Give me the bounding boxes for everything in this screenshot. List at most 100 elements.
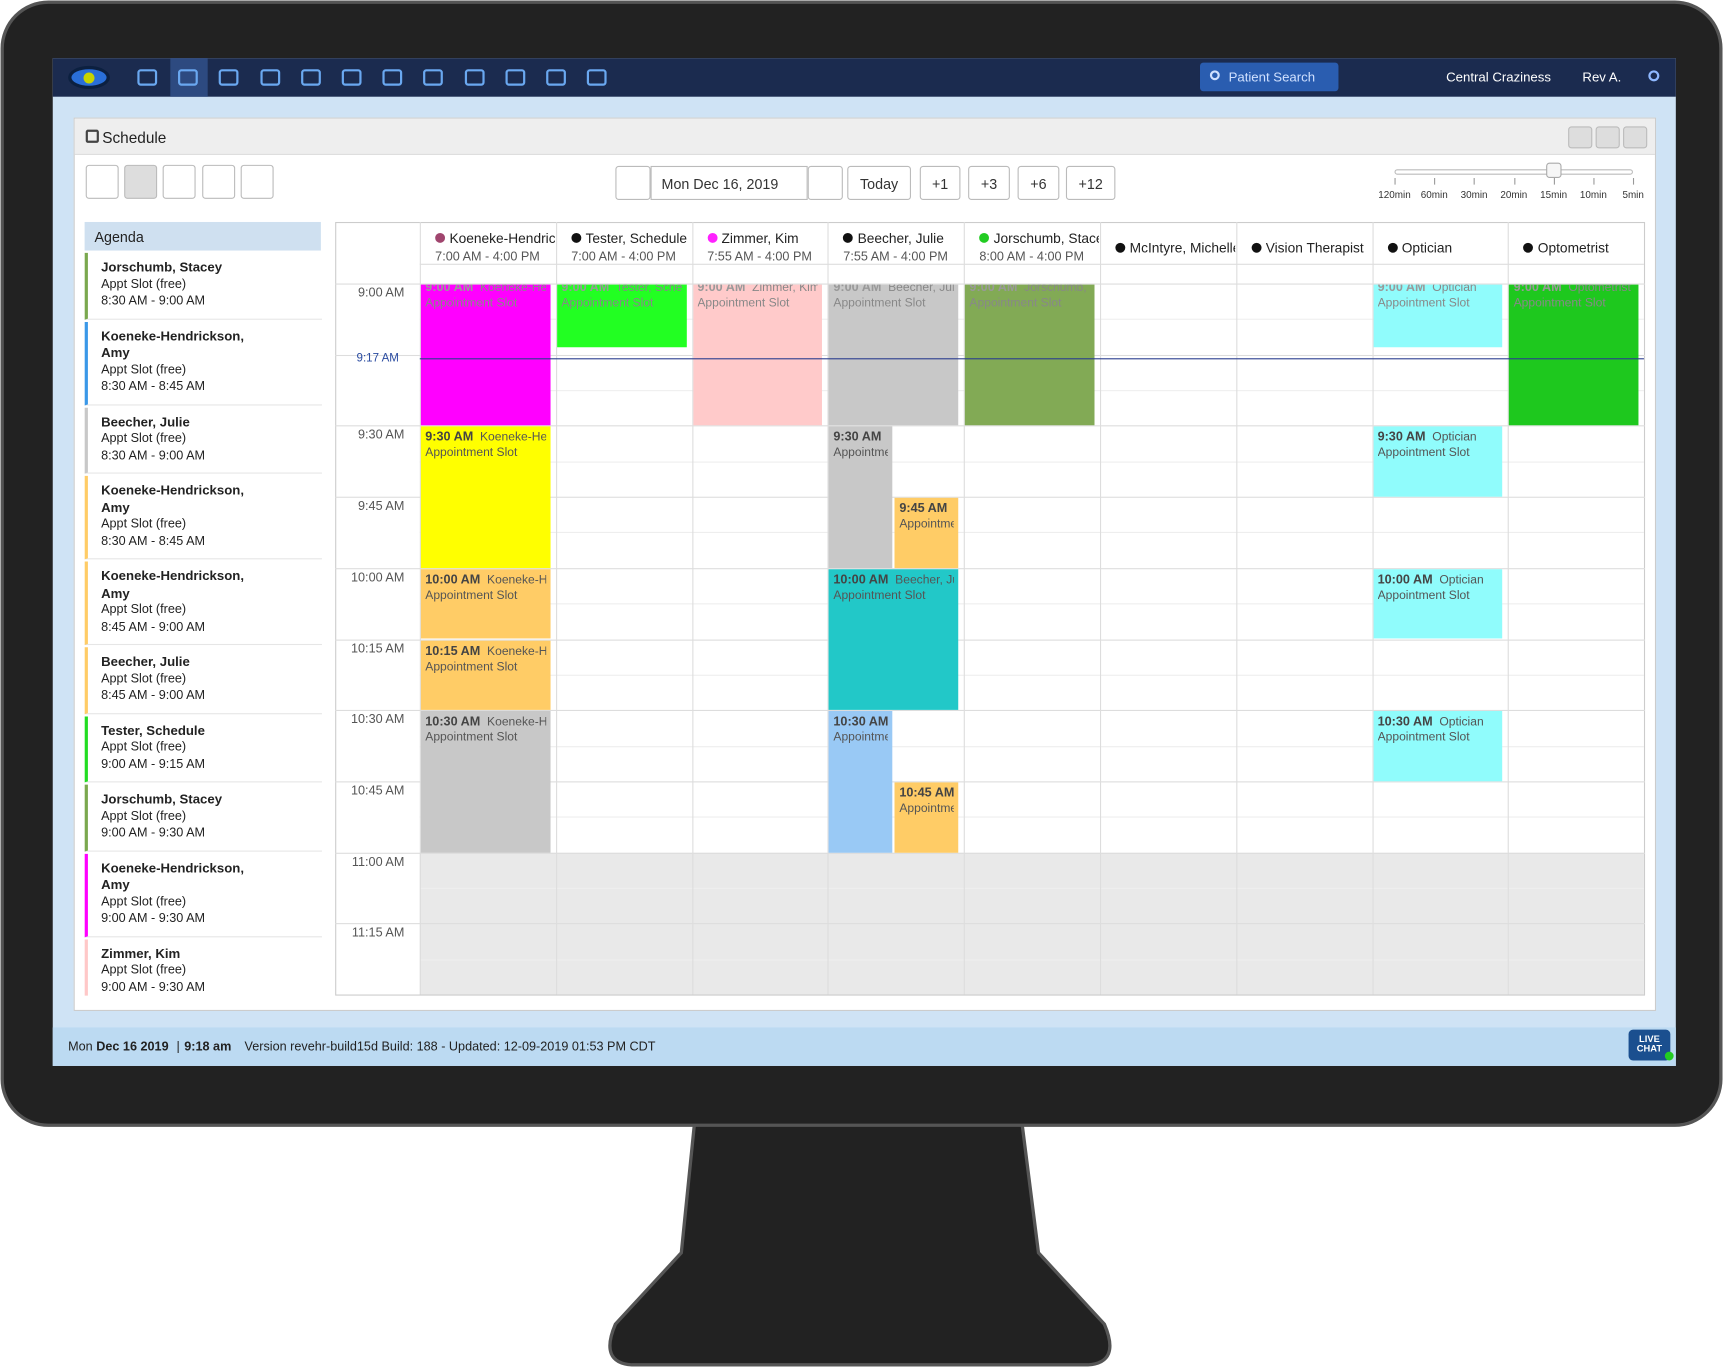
event[interactable]: 9:30 AM Optician Appointment Slot <box>1373 426 1503 497</box>
nav-icon[interactable] <box>505 69 526 86</box>
nav-icon[interactable] <box>423 69 444 86</box>
event[interactable]: 10:00 AM Optician Appointment Slot <box>1373 569 1503 639</box>
now-label: 9:17 AM <box>356 351 399 365</box>
column-dot <box>1523 242 1534 253</box>
nav-icon[interactable] <box>587 69 607 86</box>
zoom-knob[interactable] <box>1546 162 1562 179</box>
date-text: Mon Dec 16, 2019 <box>661 175 779 193</box>
button[interactable]: Today <box>847 165 911 200</box>
event[interactable]: 9:00 AM Koeneke-Hendrickson, AmyAppointm… <box>420 284 551 426</box>
event[interactable]: 9:00 AM Tester, ScheduleAppointment Slot <box>556 284 687 348</box>
view-button[interactable] <box>124 164 158 199</box>
agenda-time: 8:30 AM - 9:00 AM <box>101 294 206 308</box>
event[interactable]: 9:00 AM Optician Appointment Slot <box>1373 284 1503 348</box>
event[interactable]: 10:00 AM Beecher, JulieAppointment Slot <box>828 569 959 711</box>
search-box[interactable]: Patient Search <box>1199 62 1339 92</box>
user[interactable]: Rev A. <box>1582 69 1622 85</box>
panel-tool[interactable] <box>1568 126 1593 149</box>
column-dot <box>435 232 446 243</box>
event[interactable]: 10:15 AM Koeneke-Hendrickson, AmyAppoint… <box>420 640 551 711</box>
grid-half-line <box>419 603 1645 605</box>
event[interactable]: 10:30 AMAppointment Slot <box>828 711 893 853</box>
column-hours: 8:00 AM - 4:00 PM <box>979 250 1084 264</box>
nav-icon[interactable] <box>546 69 566 86</box>
event-name: Jorschumb, Stacey <box>1024 284 1090 295</box>
event[interactable]: 9:00 AM Optometrist Appointment Slot <box>1509 284 1639 426</box>
column-dot <box>1115 242 1126 253</box>
event[interactable]: 10:30 AM Koeneke-Hendrickson, AmyAppoint… <box>420 711 551 853</box>
nav-icon[interactable] <box>464 69 485 86</box>
button-label: +3 <box>980 175 998 193</box>
zoom-tick <box>1513 178 1515 185</box>
agenda-name: Beecher, Julie <box>101 413 190 430</box>
column-header: Zimmer, Kim 7:55 AM - 4:00 PM <box>693 222 827 264</box>
column-dot <box>1251 242 1262 253</box>
column-line <box>1372 221 1374 995</box>
grid-half-line <box>419 887 1645 889</box>
event-label: Appointment Slot <box>833 446 888 460</box>
event[interactable]: 9:30 AMAppointment Slot <box>828 426 893 568</box>
event-line: 9:00 AM Koeneke-Hendrickson, Amy <box>425 285 546 296</box>
nav-icon[interactable] <box>259 69 280 86</box>
agenda-time: 8:30 AM - 8:45 AM <box>101 380 206 394</box>
event-name: Koeneke-Hendrickson, Amy <box>487 715 546 729</box>
power-icon <box>1648 70 1660 82</box>
button[interactable] <box>807 165 843 200</box>
nav-icon[interactable] <box>137 69 158 86</box>
agenda-item: Koeneke-Hendrickson, Amy Appt Slot (free)… <box>84 475 322 560</box>
live-chat[interactable]: LIVE CHAT <box>1628 1029 1671 1061</box>
event[interactable]: 9:00 AM Jorschumb, StaceyAppointment Slo… <box>965 284 1095 426</box>
agenda-time: 9:00 AM - 9:30 AM <box>101 826 206 840</box>
event-line: 9:30 AM Optician <box>1378 430 1499 445</box>
event-label: Appointment Slot <box>833 588 926 602</box>
location[interactable]: Central Craziness <box>1446 69 1551 85</box>
nav-icon[interactable] <box>341 69 362 86</box>
footer-version: Version revehr-build15d Build: 188 - Upd… <box>244 1040 656 1054</box>
event[interactable]: 10:00 AM Koeneke-Hendrickson, AmyAppoint… <box>420 569 551 639</box>
panel-tool[interactable] <box>1623 126 1648 149</box>
view-button[interactable] <box>162 164 196 199</box>
view-button[interactable] <box>202 164 236 199</box>
event-label: Appointment Slot <box>833 730 888 745</box>
event-line: 10:30 AM <box>833 714 888 729</box>
button[interactable]: +3 <box>968 165 1010 200</box>
event[interactable]: 10:45 AM Appointment Slot <box>894 782 959 853</box>
column-header: Koeneke-Hendrickson, Amy 7:00 AM - 4:00 P… <box>421 222 555 264</box>
event[interactable]: 9:30 AM Koeneke-Hendrickson, AmyAppointm… <box>420 426 551 568</box>
zoom-tick <box>1474 178 1476 185</box>
nav-icon[interactable] <box>219 69 239 86</box>
view-button[interactable] <box>240 164 274 199</box>
zoom-label: 120min <box>1378 189 1411 200</box>
button[interactable]: +1 <box>919 165 961 200</box>
event[interactable]: 9:00 AM Zimmer, Kim Appointment Slot <box>692 284 823 426</box>
grid-line <box>335 781 1646 783</box>
time-label: 11:15 AM <box>351 926 405 940</box>
event[interactable]: 9:00 AM Beecher, JulieAppointment Slot <box>828 284 959 426</box>
view-button[interactable] <box>85 164 119 199</box>
event-label: Appointment Slot <box>1513 296 1606 310</box>
agenda-detail: Appt Slot (free) <box>101 517 187 531</box>
nav-icon[interactable] <box>178 69 199 86</box>
button[interactable] <box>615 165 651 200</box>
event-time: 10:00 AM <box>425 573 481 587</box>
column-dot <box>843 232 854 243</box>
column-header: Optician <box>1373 222 1507 264</box>
event-time: 9:00 AM <box>425 284 474 295</box>
event[interactable]: 10:30 AM Optician Appointment Slot <box>1373 711 1503 782</box>
grid-line <box>335 283 1646 285</box>
event-line: 9:00 AM Jorschumb, Stacey <box>969 285 1090 296</box>
agenda-time: 9:00 AM - 9:15 AM <box>101 757 206 771</box>
grid-half-line <box>419 958 1645 961</box>
event-time: 9:30 AM <box>1377 431 1426 445</box>
nav-icon[interactable] <box>300 69 321 86</box>
button[interactable]: +6 <box>1017 165 1060 200</box>
panel-tool[interactable] <box>1595 126 1620 149</box>
event-label: Appointment Slot <box>1377 446 1470 460</box>
agenda-name: Zimmer, Kim <box>101 945 181 961</box>
event-label: Appointment Slot <box>425 296 518 310</box>
event[interactable]: 9:45 AMAppointment Slot <box>894 497 959 568</box>
button[interactable]: +12 <box>1065 165 1116 200</box>
column-name: Koeneke-Hendrickson, Amy <box>449 230 555 247</box>
nav-icon[interactable] <box>382 69 403 86</box>
